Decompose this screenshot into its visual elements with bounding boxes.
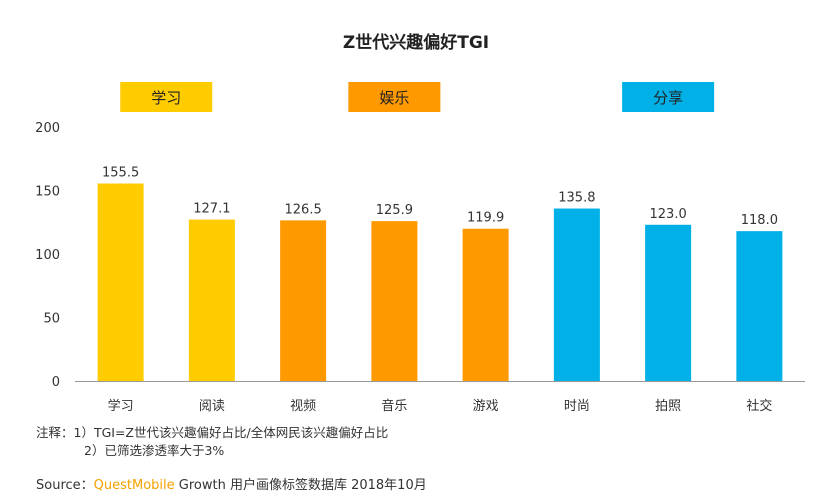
bar-8 <box>736 231 783 381</box>
y-tick-label: 0 <box>52 375 60 390</box>
bar-value-label: 127.1 <box>193 202 230 217</box>
chart-title: Z世代兴趣偏好TGI <box>343 32 489 53</box>
bar-value-label: 123.0 <box>650 207 687 222</box>
bars: 155.5 127.1 126.5 125.9 119.9 135.8 123.0 118.0 <box>97 166 783 381</box>
bar-7 <box>645 224 692 381</box>
x-tick-label: 视频 <box>290 399 316 414</box>
bar-1 <box>97 183 144 381</box>
source-prefix: Source： <box>36 478 94 493</box>
bar-value-label: 118.0 <box>741 213 778 228</box>
bar-4 <box>371 221 418 381</box>
y-tick-label: 200 <box>35 121 60 136</box>
x-tick-label: 游戏 <box>473 399 499 414</box>
bar-6 <box>553 208 600 381</box>
group-label: 娱乐 <box>379 89 409 107</box>
x-axis: 学习 阅读 视频 音乐 游戏 时尚 拍照 社交 <box>108 398 773 414</box>
note-line-2: 2）已筛选渗透率大于3% <box>84 443 224 458</box>
source-brand: QuestMobile <box>94 478 175 493</box>
group-label: 学习 <box>151 89 181 107</box>
group-box-3 <box>622 82 715 112</box>
bar-value-label: 135.8 <box>558 191 595 206</box>
bar-5 <box>462 228 509 381</box>
bar-value-label: 155.5 <box>102 166 139 181</box>
bar-3 <box>280 220 327 381</box>
note-line-1: 注释：1）TGI=Z世代该兴趣偏好占比/全体网民该兴趣偏好占比 <box>36 425 388 440</box>
y-tick-label: 100 <box>35 248 60 263</box>
y-tick-label: 50 <box>43 312 60 327</box>
group-label: 分享 <box>653 89 683 107</box>
x-tick-label: 音乐 <box>381 398 407 414</box>
group-labels: 学习 娱乐 分享 <box>120 82 715 112</box>
source-suffix: Growth 用户画像标签数据库 2018年10月 <box>175 477 427 493</box>
group-box-2 <box>348 82 441 112</box>
source-line: Source：QuestMobile Growth 用户画像标签数据库 2018… <box>36 477 427 493</box>
x-tick-label: 阅读 <box>199 399 225 414</box>
x-tick-label: 社交 <box>746 398 772 414</box>
x-tick-label: 时尚 <box>564 399 590 414</box>
bar-value-label: 119.9 <box>467 211 504 226</box>
x-tick-label: 学习 <box>108 398 134 414</box>
bar-value-label: 126.5 <box>285 202 322 217</box>
x-tick-label: 拍照 <box>655 399 681 414</box>
y-tick-label: 150 <box>35 185 60 200</box>
bar-2 <box>188 219 235 381</box>
group-box-1 <box>120 82 213 112</box>
y-axis: 0 50 100 150 200 <box>35 121 60 390</box>
bar-value-label: 125.9 <box>376 203 413 218</box>
